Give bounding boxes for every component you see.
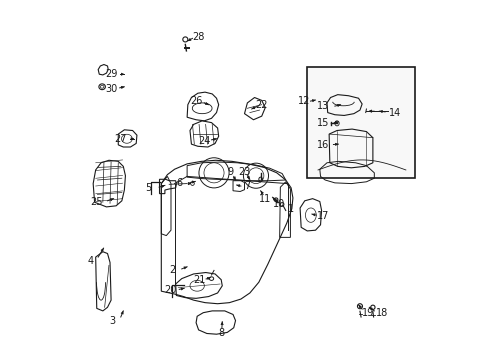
Text: 12: 12 — [297, 96, 309, 106]
Text: 26: 26 — [189, 96, 202, 106]
Text: 11: 11 — [259, 194, 271, 204]
Text: 30: 30 — [105, 84, 117, 94]
Text: 7: 7 — [244, 181, 250, 192]
Text: 19: 19 — [361, 308, 374, 318]
Text: 15: 15 — [316, 118, 328, 128]
Text: 28: 28 — [192, 32, 204, 42]
Text: 14: 14 — [388, 108, 401, 118]
Bar — [306, 67, 414, 178]
Text: 18: 18 — [376, 309, 388, 318]
Text: 8: 8 — [218, 328, 224, 338]
Text: 2: 2 — [169, 265, 176, 275]
Text: 20: 20 — [164, 285, 176, 296]
Text: 5: 5 — [145, 183, 151, 193]
Text: 21: 21 — [192, 275, 205, 285]
Text: 24: 24 — [198, 136, 210, 146]
Text: 1: 1 — [287, 204, 294, 214]
Text: 6: 6 — [176, 178, 182, 188]
Text: 17: 17 — [316, 211, 328, 221]
Text: 29: 29 — [105, 69, 117, 79]
Text: 3: 3 — [109, 316, 115, 326]
Text: 13: 13 — [317, 102, 329, 112]
Text: 16: 16 — [316, 140, 328, 150]
Text: 9: 9 — [227, 167, 233, 177]
Text: 10: 10 — [273, 199, 285, 210]
Text: 4: 4 — [87, 256, 93, 266]
Text: 25: 25 — [90, 197, 103, 207]
Text: 23: 23 — [238, 167, 250, 177]
Text: 22: 22 — [255, 100, 267, 110]
Text: 27: 27 — [114, 134, 127, 144]
